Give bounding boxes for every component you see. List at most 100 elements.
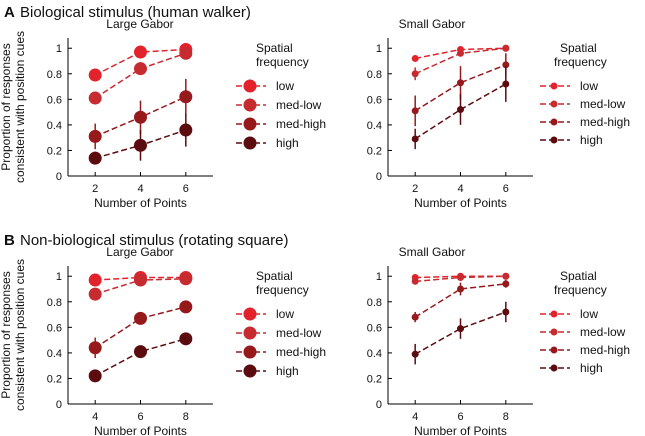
data-point [411, 277, 419, 285]
data-point [88, 68, 102, 82]
data-point [88, 129, 102, 143]
y-tick-label: 0.8 [367, 297, 382, 309]
legend-entry: med-low [580, 97, 626, 111]
series-med-high [411, 280, 510, 323]
y-tick-label: 0.4 [47, 348, 62, 360]
series-med-low [411, 272, 510, 285]
legend-entry: med-high [580, 343, 630, 357]
data-point [179, 272, 193, 286]
series-line [414, 283, 506, 318]
x-tick-label: 4 [92, 411, 98, 423]
series-line [94, 338, 187, 377]
y-tick-label: 0 [56, 399, 62, 411]
series-med-high [411, 53, 510, 127]
legend-swatch-marker [243, 364, 257, 378]
legend-swatch-marker [243, 307, 257, 321]
chart-title: Large Gabor [106, 245, 173, 259]
x-axis-label: Number of Points [94, 424, 187, 436]
legend-entry: low [580, 79, 598, 93]
series-med-high [88, 78, 193, 150]
series-line [414, 311, 507, 355]
data-point [134, 45, 147, 59]
series-line [94, 52, 187, 99]
x-tick-label: 2 [412, 183, 418, 195]
x-tick-label: 2 [92, 183, 98, 195]
legend-entry: high [276, 136, 299, 150]
data-point [502, 272, 510, 280]
legend-entry: med-high [276, 117, 326, 131]
legend-swatch-marker [550, 118, 558, 126]
legend-entry: high [276, 364, 299, 378]
series-med-high [88, 300, 193, 358]
x-axis-label: Number of Points [94, 196, 187, 210]
y-tick-label: 0.4 [367, 120, 382, 132]
y-tick-label: 0 [376, 399, 382, 411]
x-tick-label: 8 [503, 411, 509, 423]
chart-title: Small Gabor [399, 245, 466, 259]
data-point [411, 313, 419, 321]
data-point [411, 54, 419, 62]
x-tick-label: 6 [503, 183, 509, 195]
legend-title-2: frequency [554, 55, 607, 69]
series-high [88, 332, 193, 383]
data-point [457, 49, 464, 57]
x-axis-label: Number of Points [414, 424, 507, 436]
series-med-low [88, 46, 193, 105]
legend-swatch-marker [550, 310, 558, 318]
legend-title: Spatial [560, 41, 597, 55]
legend-swatch-marker [550, 136, 558, 144]
data-point [502, 280, 510, 288]
legend-swatch-marker [243, 345, 257, 359]
data-point [411, 70, 419, 78]
data-point [411, 350, 419, 358]
x-tick-label: 8 [183, 411, 189, 423]
legend-entry: high [580, 133, 603, 147]
legend-entry: med-high [580, 115, 630, 129]
panel-a-title: Biological stimulus (human walker) [20, 4, 251, 21]
legend-title: Spatial [256, 269, 293, 283]
legend-swatch-marker [243, 98, 257, 112]
legend-entry: med-high [276, 345, 326, 359]
data-point [457, 79, 464, 87]
y-axis-label: consistent with position cues [13, 259, 27, 411]
data-point [179, 300, 193, 314]
series-med-low [411, 44, 510, 81]
y-tick-label: 1 [376, 43, 382, 55]
x-tick-label: 4 [457, 183, 463, 195]
y-tick-label: 0.4 [47, 120, 62, 132]
panel-b-header: B Non-biological stimulus (rotating squa… [4, 232, 288, 249]
data-point [88, 287, 102, 301]
data-point [134, 138, 147, 152]
data-point [134, 110, 147, 124]
y-tick-label: 0.6 [367, 94, 382, 106]
x-tick-label: 4 [412, 411, 418, 423]
x-axis-label: Number of Points [414, 196, 507, 210]
series-med-low [88, 272, 193, 301]
x-tick-label: 6 [457, 411, 463, 423]
series-high [411, 66, 510, 150]
data-point [134, 62, 147, 76]
y-tick-label: 0 [56, 171, 62, 183]
data-point [88, 91, 102, 105]
y-tick-label: 0.2 [367, 145, 382, 157]
legend-entry: low [276, 79, 294, 93]
legend-entry: low [580, 307, 598, 321]
legend-title-2: frequency [256, 55, 309, 69]
data-point [411, 107, 419, 115]
data-point [88, 151, 102, 165]
y-axis-label: consistent with position cues [13, 31, 27, 183]
data-point [457, 325, 464, 333]
y-axis-label: Proportion of responses [0, 271, 13, 398]
legend-swatch-marker [550, 328, 558, 336]
y-tick-label: 0.6 [367, 322, 382, 334]
series-high [88, 113, 193, 165]
